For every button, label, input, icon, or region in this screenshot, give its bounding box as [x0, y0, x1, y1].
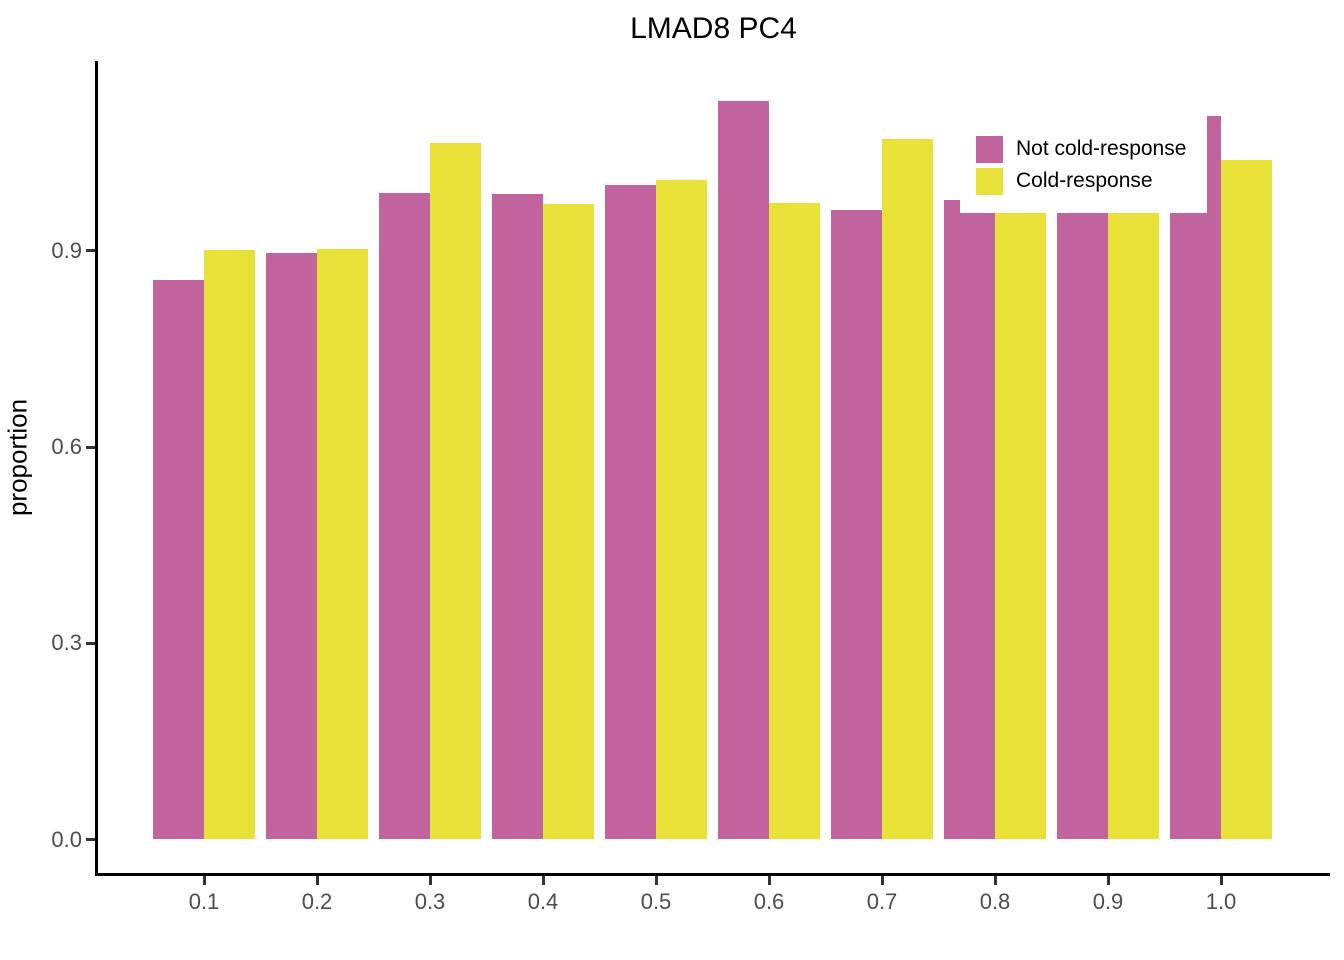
- x-tick-label: 0.7: [866, 889, 898, 914]
- bar-cold-response-0.6: [769, 203, 820, 840]
- y-tick-label: 0.9: [51, 237, 82, 263]
- x-tick-label: 0.4: [527, 889, 559, 914]
- chart-title: LMAD8 PC4: [630, 12, 797, 45]
- x-tick-mark: [993, 876, 997, 885]
- legend: Not cold-response Cold-response: [960, 80, 1207, 213]
- x-tick-label: 0.9: [1092, 889, 1124, 914]
- x-tick-label: 0.6: [753, 889, 785, 914]
- bar-cold-response-0.1: [204, 250, 255, 840]
- y-tick-label: 0.3: [51, 630, 82, 656]
- x-tick-mark: [315, 876, 319, 885]
- bar-not-cold-response-0.3: [379, 193, 430, 840]
- bar-cold-response-0.5: [656, 180, 707, 840]
- bar-cold-response-0.8: [995, 213, 1046, 840]
- y-axis-line: [95, 61, 98, 876]
- x-tick-mark: [1219, 876, 1223, 885]
- x-tick-mark: [428, 876, 432, 885]
- bar-not-cold-response-0.9: [1057, 213, 1108, 840]
- x-axis-line: [95, 873, 1330, 876]
- x-tick-label: 1.0: [1205, 889, 1237, 914]
- bar-not-cold-response-0.1: [153, 280, 204, 840]
- legend-row: Not cold-response: [976, 133, 1207, 165]
- legend-row: Cold-response: [976, 165, 1207, 197]
- bar-not-cold-response-0.2: [266, 252, 317, 840]
- bar-cold-response-0.9: [1108, 213, 1159, 840]
- legend-swatch-cold-response: [976, 167, 1003, 195]
- y-tick-mark: [86, 641, 95, 645]
- x-tick-mark: [1106, 876, 1110, 885]
- bar-not-cold-response-0.7: [831, 210, 882, 840]
- x-tick-label: 0.5: [640, 889, 672, 914]
- bar-not-cold-response-1.0: [1170, 116, 1221, 840]
- y-tick-label: 0.6: [51, 434, 82, 460]
- bar-not-cold-response-0.8: [944, 199, 995, 840]
- bar-not-cold-response-0.5: [605, 184, 656, 840]
- x-tick-label: 0.3: [414, 889, 446, 914]
- x-tick-mark: [880, 876, 884, 885]
- bar-not-cold-response-0.6: [718, 101, 769, 840]
- bar-not-cold-response-0.4: [492, 194, 543, 840]
- x-tick-mark: [654, 876, 658, 885]
- y-tick-mark: [86, 249, 95, 253]
- bar-cold-response-0.2: [317, 249, 368, 840]
- x-tick-mark: [202, 876, 206, 885]
- x-tick-label: 0.1: [188, 889, 220, 914]
- y-tick-label: 0.0: [51, 826, 82, 852]
- bar-cold-response-0.3: [430, 143, 481, 840]
- bar-cold-response-0.7: [882, 138, 933, 840]
- x-tick-label: 0.8: [979, 889, 1011, 914]
- x-tick-mark: [541, 876, 545, 885]
- y-tick-mark: [86, 445, 95, 449]
- legend-label: Cold-response: [1016, 169, 1153, 192]
- y-tick-mark: [86, 838, 95, 841]
- x-tick-mark: [767, 876, 771, 885]
- x-tick-label: 0.2: [301, 889, 333, 914]
- legend-swatch-not-cold-response: [976, 135, 1003, 163]
- bar-cold-response-0.4: [543, 203, 594, 840]
- bar-cold-response-1.0: [1221, 160, 1272, 840]
- legend-label: Not cold-response: [1016, 137, 1187, 160]
